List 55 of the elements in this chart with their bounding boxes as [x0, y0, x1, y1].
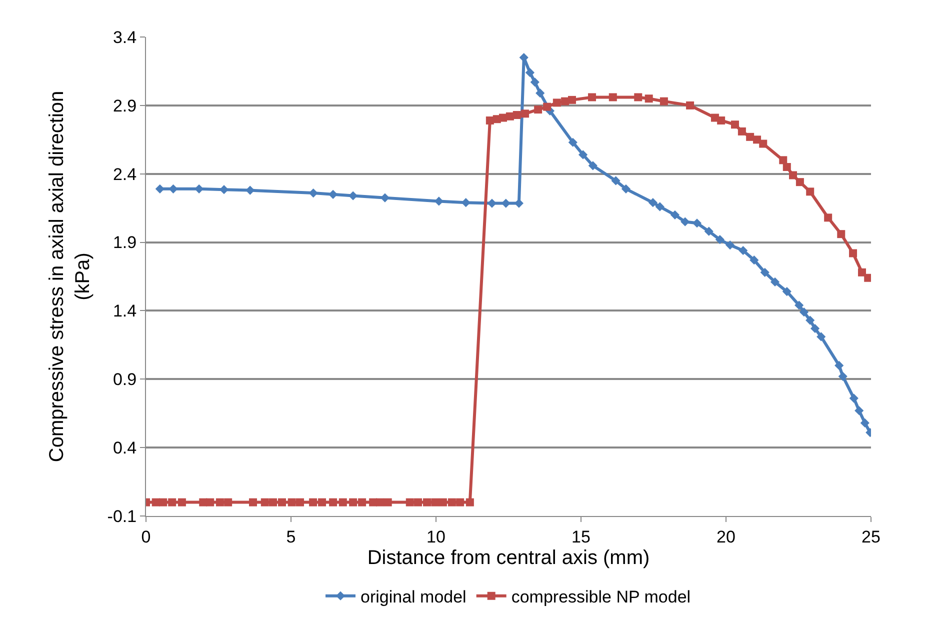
point [854, 406, 864, 416]
legend-label: compressible NP model [511, 587, 691, 606]
x-axis-title: Distance from central axis (mm) [367, 546, 650, 569]
point [794, 300, 804, 310]
x-tick-label: 5 [286, 527, 296, 546]
y-tick-label: 0.4 [112, 438, 137, 458]
point [750, 256, 759, 265]
point [380, 193, 390, 202]
point [219, 185, 229, 194]
point [680, 217, 690, 226]
x-tick-label: 10 [426, 527, 446, 546]
point [487, 198, 497, 208]
point [849, 394, 858, 403]
point [588, 161, 598, 170]
y-tick-label: -0.1 [107, 506, 137, 526]
point [704, 226, 714, 236]
point [726, 240, 735, 250]
point [838, 372, 848, 381]
point [816, 332, 826, 342]
x-tick-label: 0 [141, 527, 151, 546]
point [692, 218, 702, 228]
point [860, 418, 870, 428]
point [525, 68, 535, 78]
legend-label: original model [360, 587, 466, 606]
point [530, 78, 540, 87]
point [670, 210, 680, 220]
point [799, 308, 809, 317]
point [834, 360, 844, 370]
point [715, 235, 724, 244]
point [738, 246, 748, 256]
point [782, 287, 792, 296]
y-tick-label: 2.9 [112, 96, 137, 116]
point [806, 316, 815, 325]
point [155, 184, 164, 194]
point [648, 198, 658, 208]
point [536, 88, 545, 98]
x-tick-label: 15 [572, 527, 590, 546]
point [621, 184, 630, 194]
point [760, 268, 770, 277]
point [578, 150, 588, 160]
point [770, 277, 780, 287]
y-axis-title: Compressive stress in axial axial direction (kPa) [46, 90, 94, 462]
point [810, 324, 820, 334]
y-tick-label: 1.9 [112, 233, 137, 252]
point [655, 202, 664, 212]
y-tick-label: 0.9 [112, 370, 137, 390]
y-tick-label: 2.4 [112, 164, 137, 184]
y-tick-label: 3.4 [112, 28, 137, 47]
point [519, 52, 528, 62]
point [308, 188, 318, 198]
y-tick-label: 1.4 [112, 302, 137, 321]
point [568, 138, 578, 147]
point [611, 176, 620, 186]
x-tick-label: 25 [862, 527, 880, 546]
x-tick-label: 20 [716, 527, 736, 546]
